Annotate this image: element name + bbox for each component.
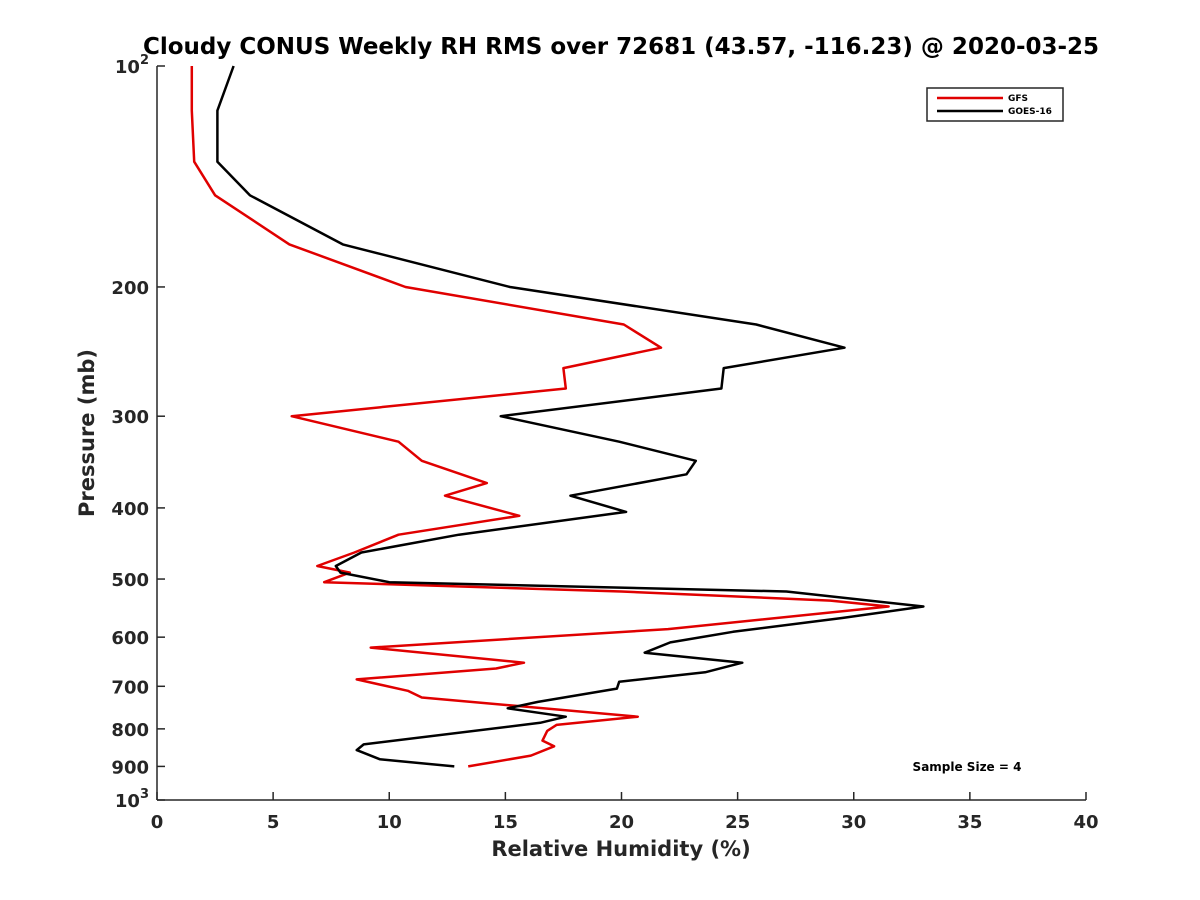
x-tick-label: 15 — [493, 812, 518, 833]
x-tick-label: 25 — [725, 812, 750, 833]
legend: GFS GOES-16 — [926, 87, 1064, 122]
y-tick-label: 103 — [115, 787, 149, 812]
x-tick-label: 40 — [1073, 812, 1098, 833]
x-ticks: 0 5 10 15 20 25 30 35 40 — [151, 792, 1099, 833]
y-tick-label: 400 — [111, 499, 149, 520]
series-layer — [190, 65, 925, 768]
x-axis-label: Relative Humidity (%) — [491, 837, 750, 861]
x-tick-label: 35 — [957, 812, 982, 833]
y-tick-label: 700 — [111, 677, 149, 698]
y-tick-label: 500 — [111, 570, 149, 591]
series-line-goes16 — [216, 65, 925, 768]
y-tick-label: 800 — [111, 720, 149, 741]
y-axis-label: Pressure (mb) — [75, 349, 99, 517]
y-tick-label: 600 — [111, 628, 149, 649]
y-ticks: 102 200 300 400 500 600 700 800 900 103 — [111, 53, 165, 812]
y-tick-label: 102 — [115, 53, 149, 78]
legend-label-gfs: GFS — [1008, 94, 1028, 104]
x-tick-label: 30 — [841, 812, 866, 833]
legend-label-goes16: GOES-16 — [1008, 107, 1052, 117]
y-tick-label: 900 — [111, 757, 149, 778]
legend-box — [926, 87, 1064, 122]
y-tick-label: 300 — [111, 407, 149, 428]
sample-size-annotation: Sample Size = 4 — [913, 760, 1022, 774]
series-line-gfs — [190, 66, 890, 768]
x-tick-label: 0 — [151, 812, 164, 833]
x-tick-label: 5 — [267, 812, 280, 833]
chart-title: Cloudy CONUS Weekly RH RMS over 72681 (4… — [143, 34, 1099, 60]
x-tick-label: 20 — [609, 812, 634, 833]
y-tick-label: 200 — [111, 278, 149, 299]
x-tick-label: 10 — [377, 812, 402, 833]
